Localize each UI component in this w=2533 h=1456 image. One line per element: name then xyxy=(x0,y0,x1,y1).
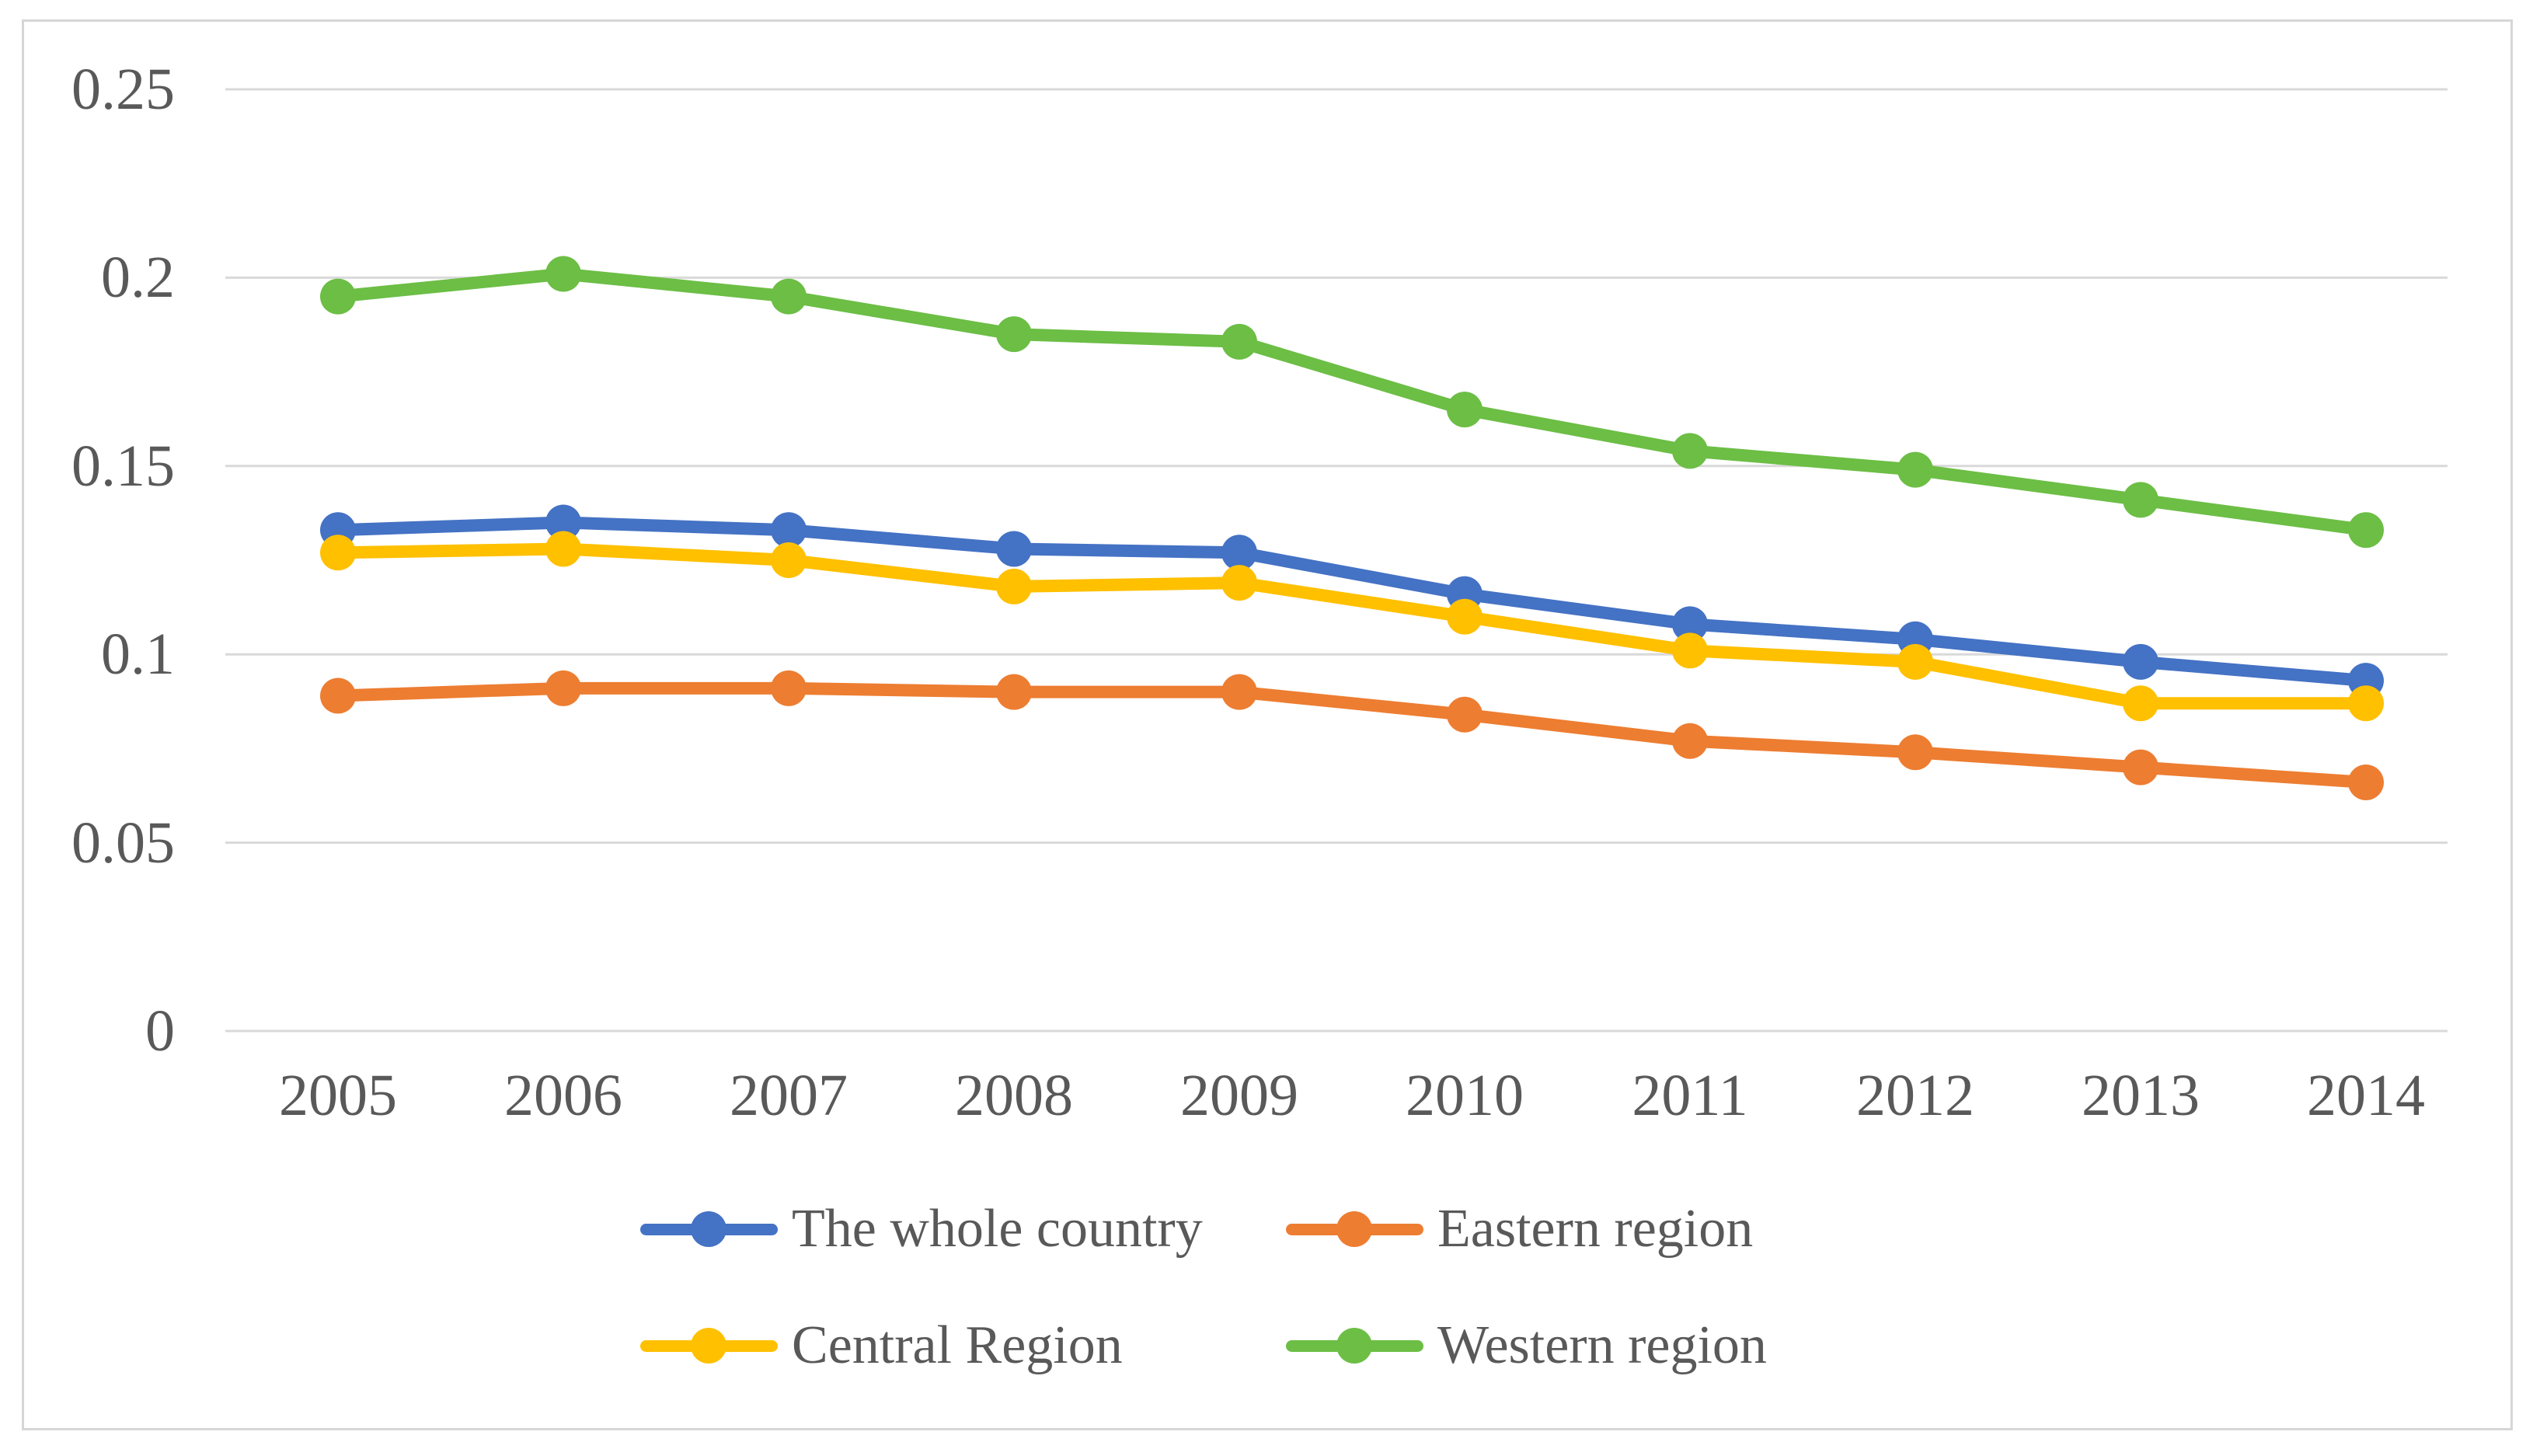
legend-line-marker-icon xyxy=(640,1190,778,1268)
marker-eastern-region-2012 xyxy=(1897,734,1933,771)
marker-central-region-2013 xyxy=(2123,685,2158,722)
marker-the-whole-country-2011 xyxy=(1672,606,1708,643)
marker-eastern-region-2006 xyxy=(545,670,581,706)
series-line-western-region xyxy=(332,267,2372,537)
marker-the-whole-country-2008 xyxy=(996,531,1032,567)
x-tick-label-2011: 2011 xyxy=(1632,1063,1748,1128)
marker-western-region-2011 xyxy=(1672,433,1708,469)
marker-the-whole-country-2007 xyxy=(771,512,807,549)
marker-central-region-2008 xyxy=(996,568,1032,604)
marker-western-region-2009 xyxy=(1221,323,1257,360)
marker-central-region-2006 xyxy=(545,531,581,567)
legend-label-eastern-region: Eastern region xyxy=(1437,1199,1754,1259)
x-tick-label-2009: 2009 xyxy=(1180,1063,1298,1128)
marker-the-whole-country-2013 xyxy=(2123,643,2158,680)
marker-western-region-2010 xyxy=(1447,392,1483,428)
marker-eastern-region-2005 xyxy=(320,677,356,714)
legend-key-dot xyxy=(1336,1328,1372,1364)
x-tick-label-2012: 2012 xyxy=(1856,1063,1974,1128)
marker-western-region-2007 xyxy=(771,278,807,315)
legend-label-western-region: Western region xyxy=(1437,1315,1767,1375)
legend-line-marker-icon xyxy=(1286,1307,1423,1385)
marker-western-region-2014 xyxy=(2348,512,2384,549)
marker-central-region-2011 xyxy=(1672,632,1708,669)
legend-key-dot xyxy=(691,1211,726,1247)
marker-eastern-region-2011 xyxy=(1672,723,1708,759)
marker-the-whole-country-2006 xyxy=(545,504,581,541)
series-line-eastern-region xyxy=(332,681,2372,789)
y-tick-label-0.05: 0.05 xyxy=(71,810,175,876)
legend-line-marker-icon xyxy=(640,1307,778,1385)
x-tick-label-2007: 2007 xyxy=(730,1063,848,1128)
marker-western-region-2013 xyxy=(2123,482,2158,518)
y-tick-label-0.1: 0.1 xyxy=(101,622,175,688)
legend-item-central-region: Central Region xyxy=(640,1307,1123,1385)
x-tick-label-2008: 2008 xyxy=(955,1063,1073,1128)
x-tick-label-2006: 2006 xyxy=(504,1063,622,1128)
legend-item-eastern-region: Eastern region xyxy=(1286,1190,1753,1268)
figure-border xyxy=(22,19,2513,1430)
marker-central-region-2009 xyxy=(1221,565,1257,601)
legend-line-marker-icon xyxy=(1286,1190,1423,1268)
marker-central-region-2005 xyxy=(320,535,356,571)
marker-eastern-region-2007 xyxy=(771,670,807,706)
marker-eastern-region-2008 xyxy=(996,674,1032,710)
marker-eastern-region-2010 xyxy=(1447,696,1483,733)
series-line-central-region xyxy=(332,542,2372,710)
x-tick-label-2010: 2010 xyxy=(1406,1063,1524,1128)
legend-key-dot xyxy=(691,1328,726,1364)
marker-eastern-region-2013 xyxy=(2123,749,2158,785)
x-tick-label-2005: 2005 xyxy=(279,1063,397,1128)
y-tick-label-0.15: 0.15 xyxy=(71,433,175,499)
legend-item-western-region: Western region xyxy=(1286,1307,1767,1385)
y-tick-label-0.25: 0.25 xyxy=(71,57,175,122)
y-tick-label-0: 0 xyxy=(145,998,175,1064)
marker-eastern-region-2014 xyxy=(2348,765,2384,801)
marker-western-region-2005 xyxy=(320,278,356,315)
marker-western-region-2012 xyxy=(1897,451,1933,488)
legend-label-the-whole-country: The whole country xyxy=(792,1199,1203,1259)
marker-central-region-2012 xyxy=(1897,643,1933,680)
y-tick-label-0.2: 0.2 xyxy=(101,245,175,311)
marker-central-region-2014 xyxy=(2348,685,2384,722)
marker-western-region-2006 xyxy=(545,256,581,292)
legend-item-the-whole-country: The whole country xyxy=(640,1190,1203,1268)
marker-central-region-2010 xyxy=(1447,598,1483,635)
x-tick-label-2013: 2013 xyxy=(2082,1063,2200,1128)
series-line-the-whole-country xyxy=(332,516,2372,688)
legend-label-central-region: Central Region xyxy=(792,1315,1123,1375)
marker-central-region-2007 xyxy=(771,542,807,578)
marker-the-whole-country-2009 xyxy=(1221,535,1257,571)
x-tick-label-2014: 2014 xyxy=(2307,1063,2425,1128)
legend-key-dot xyxy=(1336,1211,1372,1247)
marker-western-region-2008 xyxy=(996,316,1032,353)
marker-eastern-region-2009 xyxy=(1221,674,1257,710)
